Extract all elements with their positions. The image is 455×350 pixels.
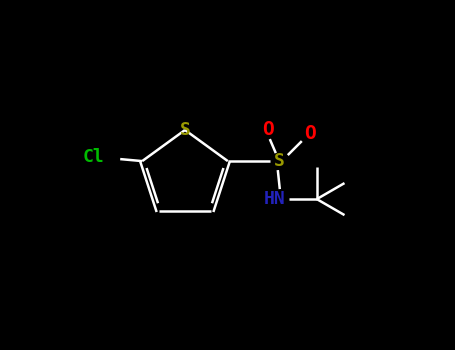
Text: S: S — [274, 152, 285, 170]
Text: HN: HN — [264, 190, 286, 208]
Text: O: O — [304, 124, 316, 142]
Text: Cl: Cl — [82, 148, 104, 166]
Text: O: O — [262, 120, 273, 139]
Text: S: S — [180, 121, 191, 139]
